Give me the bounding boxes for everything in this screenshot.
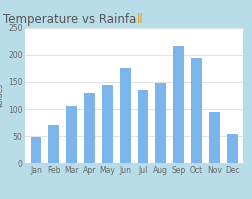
Text: Temperature vs Rainfa: Temperature vs Rainfa [3,13,136,26]
Bar [48,125,59,163]
Bar [102,85,112,163]
Bar [30,137,41,163]
Bar [173,46,183,163]
Bar [119,68,130,163]
Bar [66,106,77,163]
Bar [208,112,219,163]
Bar [84,93,94,163]
Y-axis label: Values: Values [0,83,5,108]
Bar [137,90,148,163]
Bar [226,134,237,163]
Bar [155,83,166,163]
Bar [191,58,201,163]
Text: ll: ll [136,13,143,26]
